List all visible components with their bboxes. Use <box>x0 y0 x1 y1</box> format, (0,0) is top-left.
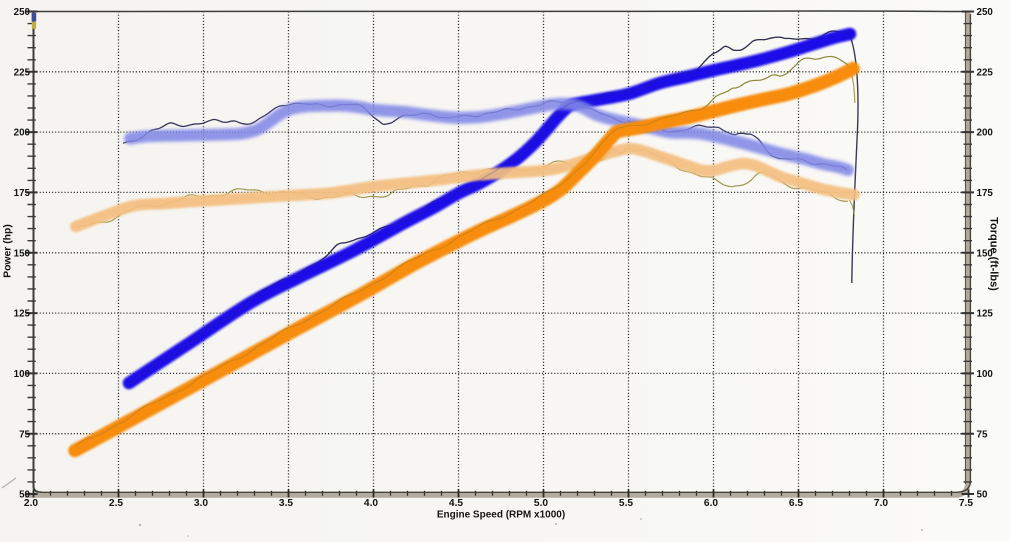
svg-text:100: 100 <box>977 369 994 380</box>
svg-text:200: 200 <box>14 128 31 139</box>
svg-text:2.0: 2.0 <box>24 498 38 509</box>
svg-text:100: 100 <box>14 369 31 380</box>
svg-text:Power (hp): Power (hp) <box>3 224 14 278</box>
svg-text:4.0: 4.0 <box>364 498 378 509</box>
svg-text:225: 225 <box>977 67 994 78</box>
svg-text:225: 225 <box>14 67 31 78</box>
svg-text:2.5: 2.5 <box>109 498 123 509</box>
svg-text:200: 200 <box>977 128 994 139</box>
svg-text:5.0: 5.0 <box>534 498 548 509</box>
svg-text:150: 150 <box>14 248 31 259</box>
svg-text:75: 75 <box>19 429 30 440</box>
svg-text:125: 125 <box>977 309 994 320</box>
svg-text:250: 250 <box>14 7 31 18</box>
svg-text:50: 50 <box>19 490 30 501</box>
svg-text:7.0: 7.0 <box>874 498 888 509</box>
svg-text:75: 75 <box>977 429 988 440</box>
svg-text:175: 175 <box>14 188 31 199</box>
svg-text:Torque (ft-lbs): Torque (ft-lbs) <box>988 217 1000 291</box>
svg-text:7.5: 7.5 <box>959 498 973 509</box>
svg-text:250: 250 <box>977 7 994 18</box>
svg-text:6.5: 6.5 <box>789 498 803 509</box>
svg-text:50: 50 <box>977 490 988 501</box>
svg-text:125: 125 <box>14 309 31 320</box>
svg-text:150: 150 <box>977 248 994 259</box>
svg-text:3.0: 3.0 <box>194 498 208 509</box>
svg-text:Engine Speed (RPM x1000): Engine Speed (RPM x1000) <box>437 510 565 521</box>
svg-text:4.5: 4.5 <box>449 498 463 509</box>
svg-text:175: 175 <box>977 188 994 199</box>
svg-text:3.5: 3.5 <box>279 498 293 509</box>
svg-text:6.0: 6.0 <box>704 498 718 509</box>
svg-text:5.5: 5.5 <box>619 498 633 509</box>
